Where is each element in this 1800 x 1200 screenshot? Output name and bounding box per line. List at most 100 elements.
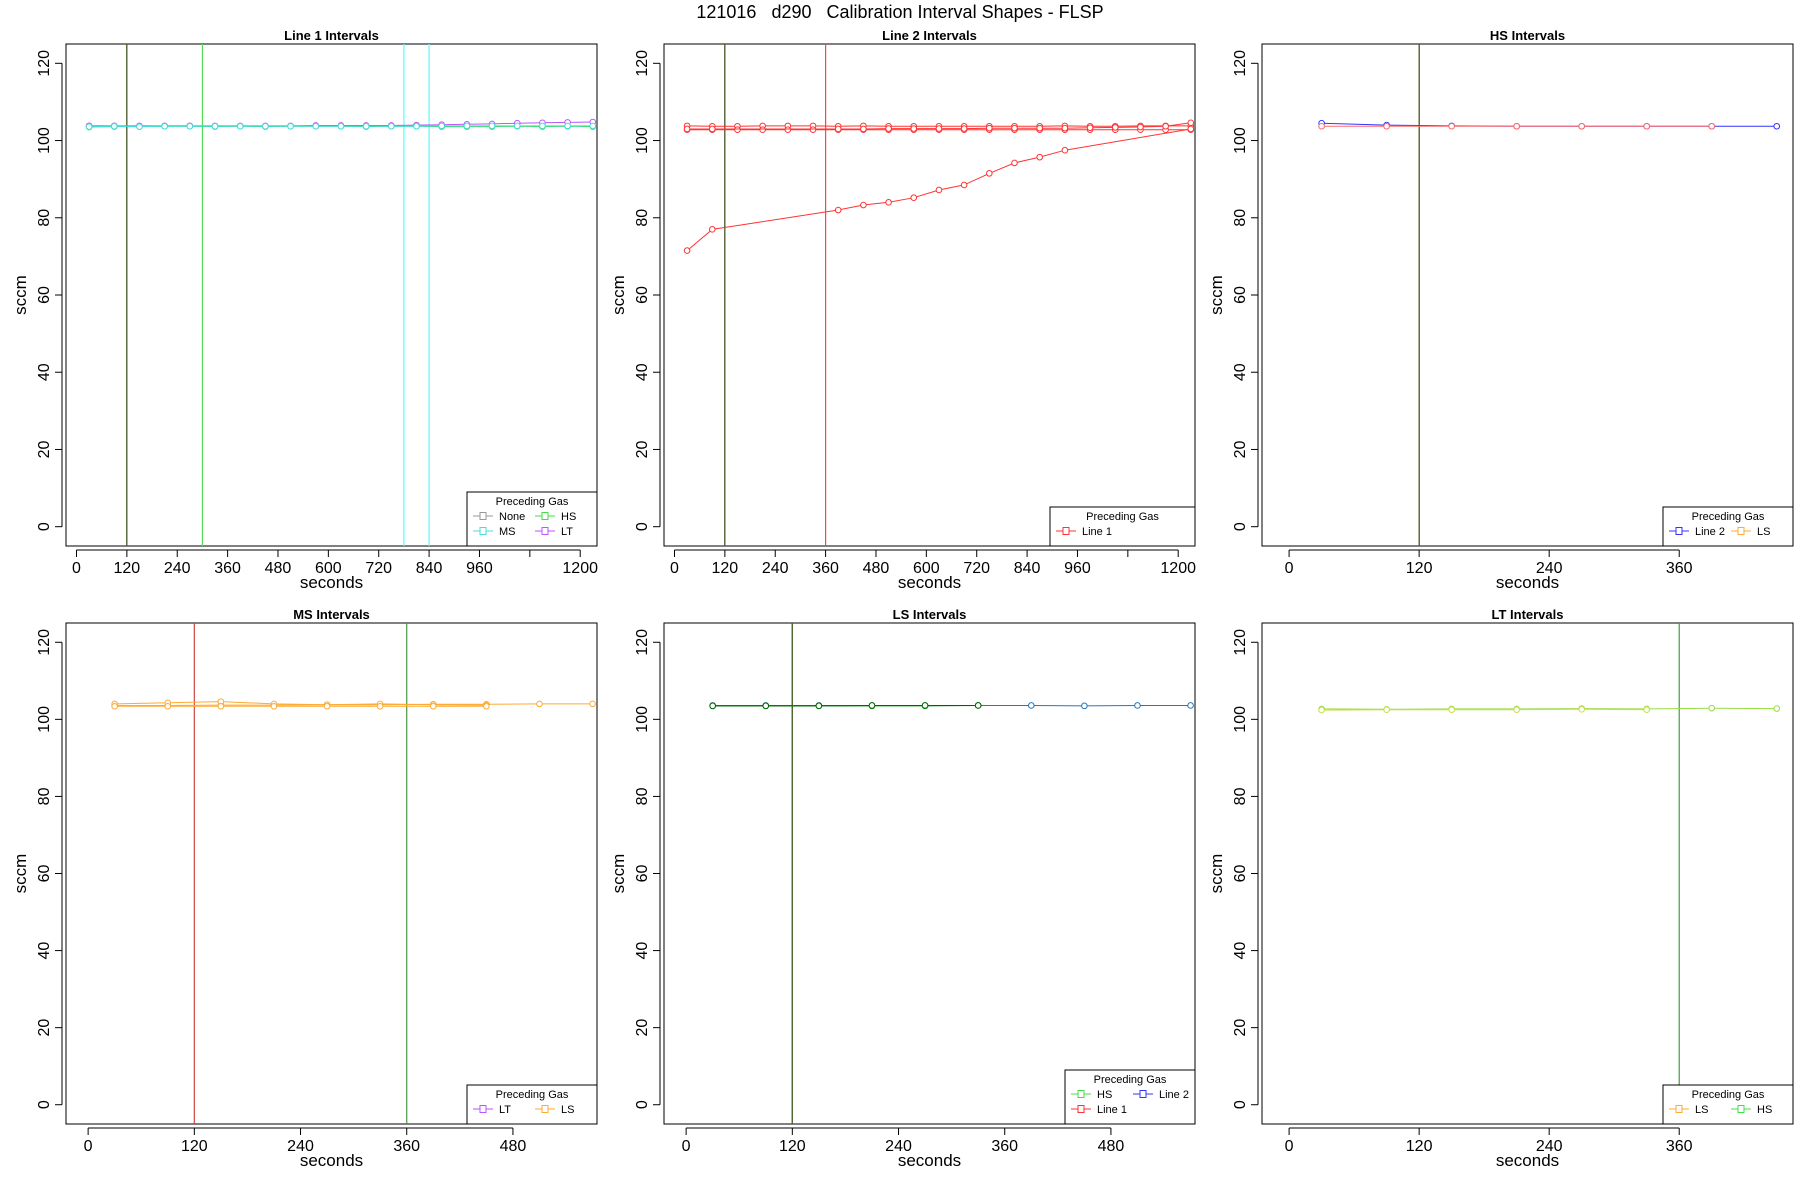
y-tick-label: 120 bbox=[36, 50, 53, 77]
data-point bbox=[1036, 153, 1043, 161]
data-point bbox=[1061, 146, 1069, 154]
legend-title: Preceding Gas bbox=[1094, 1074, 1167, 1086]
y-tick-label: 0 bbox=[1232, 522, 1249, 531]
data-point bbox=[974, 702, 982, 709]
legend-label: Line 1 bbox=[1082, 526, 1112, 538]
legend-swatch-marker bbox=[1675, 527, 1683, 535]
x-tick-label: 600 bbox=[315, 560, 342, 577]
data-point bbox=[860, 201, 867, 209]
legend-swatch-marker bbox=[541, 527, 549, 535]
x-tick-label: 120 bbox=[114, 560, 141, 577]
series bbox=[683, 125, 1195, 254]
x-tick-label: 240 bbox=[762, 560, 789, 577]
chart-title: Line 1 Intervals bbox=[284, 28, 379, 43]
y-tick-label: 120 bbox=[1232, 50, 1249, 77]
data-point bbox=[136, 123, 143, 130]
data-point bbox=[164, 702, 172, 710]
legend-title: Preceding Gas bbox=[496, 496, 569, 508]
data-point bbox=[1513, 706, 1520, 714]
data-point bbox=[910, 194, 918, 201]
x-axis-label: seconds bbox=[1496, 573, 1559, 592]
data-point bbox=[1027, 702, 1035, 709]
y-tick-label: 80 bbox=[1232, 787, 1249, 805]
y-tick-label: 0 bbox=[1232, 1100, 1249, 1109]
data-point bbox=[815, 702, 823, 710]
legend-label: LS bbox=[1757, 526, 1770, 538]
series bbox=[683, 119, 1195, 133]
chart-panel: 0 120 240 360 480 seconds 0 20 40 60 80 100 120 sccm M… bbox=[11, 607, 598, 1170]
data-point bbox=[762, 702, 770, 710]
data-point bbox=[388, 122, 395, 130]
legend-label: HS bbox=[561, 511, 576, 523]
x-tick-label: 360 bbox=[1666, 560, 1693, 577]
legend-swatch-marker bbox=[479, 1105, 487, 1113]
y-tick-label: 0 bbox=[634, 1100, 651, 1109]
data-point bbox=[217, 702, 225, 710]
data-point bbox=[809, 126, 817, 134]
legend-title: Preceding Gas bbox=[496, 1089, 569, 1101]
plot-frame bbox=[1261, 622, 1794, 1125]
data-point bbox=[1773, 705, 1781, 712]
legend-label: HS bbox=[1097, 1089, 1112, 1101]
legend-label: LT bbox=[499, 1104, 511, 1116]
y-tick-label: 60 bbox=[634, 286, 651, 304]
y-tick-label: 120 bbox=[1232, 629, 1249, 656]
data-point bbox=[539, 122, 546, 130]
x-axis-label: seconds bbox=[300, 1151, 363, 1170]
data-point bbox=[834, 125, 842, 133]
data-point bbox=[236, 122, 244, 130]
y-tick-label: 80 bbox=[634, 787, 651, 805]
data-point bbox=[111, 702, 118, 710]
legend-swatch-marker bbox=[1062, 527, 1070, 535]
data-point bbox=[1011, 124, 1018, 132]
x-tick-label: 240 bbox=[287, 1138, 314, 1155]
chart-title: LS Intervals bbox=[893, 607, 967, 622]
y-tick-label: 20 bbox=[634, 1019, 651, 1037]
legend-box bbox=[466, 1084, 598, 1125]
legend-title: Preceding Gas bbox=[1692, 511, 1765, 523]
y-tick-label: 40 bbox=[1232, 942, 1249, 960]
data-point bbox=[1448, 706, 1455, 714]
x-tick-label: 840 bbox=[1014, 560, 1041, 577]
y-tick-label: 80 bbox=[36, 787, 53, 805]
y-tick-label: 20 bbox=[36, 1019, 53, 1037]
y-tick-label: 100 bbox=[634, 706, 651, 733]
chart-panel: 0 120 240 360 480 seconds 0 20 40 60 80 100 120 sccm L… bbox=[609, 607, 1196, 1170]
x-axis-label: seconds bbox=[1496, 1151, 1559, 1170]
data-point bbox=[960, 181, 968, 189]
legend-title: Preceding Gas bbox=[1086, 511, 1159, 523]
legend-box bbox=[1662, 1084, 1794, 1125]
legend-label: HS bbox=[1757, 1104, 1772, 1116]
data-point bbox=[1578, 122, 1585, 130]
series bbox=[1318, 706, 1651, 714]
legend: Preceding Gas Line 2 LS bbox=[1662, 506, 1794, 547]
data-point bbox=[323, 702, 331, 710]
series bbox=[1318, 122, 1716, 130]
x-axis-label: seconds bbox=[898, 1151, 961, 1170]
data-point bbox=[85, 123, 93, 130]
data-point bbox=[376, 702, 384, 710]
y-tick-label: 120 bbox=[634, 50, 651, 77]
data-point bbox=[1162, 122, 1169, 130]
y-axis-label: sccm bbox=[1207, 854, 1226, 894]
data-point bbox=[860, 125, 867, 133]
legend: Preceding Gas LS HS bbox=[1662, 1084, 1794, 1125]
x-tick-label: 360 bbox=[214, 560, 241, 577]
x-tick-label: 240 bbox=[1536, 1138, 1563, 1155]
data-point bbox=[935, 125, 943, 132]
data-point bbox=[885, 125, 892, 132]
data-point bbox=[287, 122, 294, 130]
x-tick-label: 0 bbox=[1285, 560, 1294, 577]
y-axis-label: sccm bbox=[11, 275, 30, 315]
data-point bbox=[683, 247, 691, 254]
data-point bbox=[885, 199, 892, 206]
x-tick-label: 360 bbox=[393, 1138, 420, 1155]
plot-frame bbox=[663, 622, 1196, 1125]
y-tick-label: 120 bbox=[634, 629, 651, 656]
legend-swatch-marker bbox=[1675, 1105, 1683, 1113]
legend-label: LS bbox=[1695, 1104, 1708, 1116]
y-tick-label: 60 bbox=[1232, 865, 1249, 883]
data-point bbox=[1187, 702, 1194, 709]
y-tick-label: 80 bbox=[1232, 209, 1249, 227]
